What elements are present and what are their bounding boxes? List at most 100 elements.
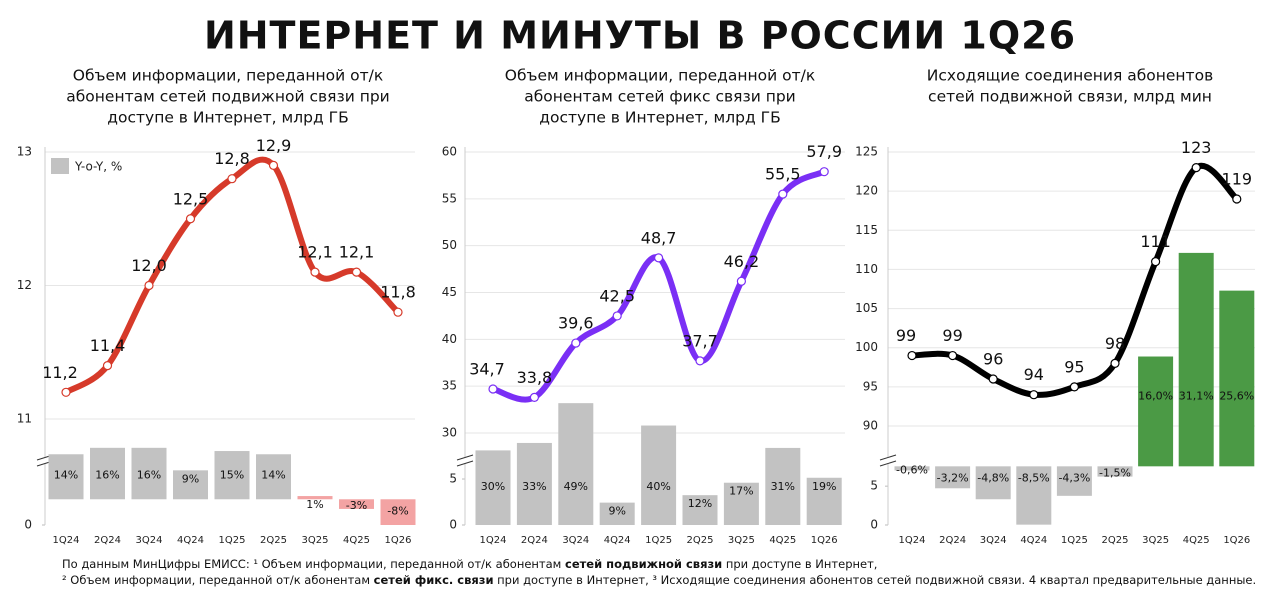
- chart-title: доступе в Интернет, млрд ГБ: [539, 109, 780, 127]
- footnote-part: сетей подвижной связи: [565, 557, 722, 571]
- x-tick-label: 1Q25: [1061, 535, 1088, 546]
- point: [268, 160, 279, 170]
- point-label: 11,8: [380, 283, 416, 302]
- y-tick-label: 100: [855, 340, 878, 354]
- line: [63, 156, 401, 396]
- x-tick-label: 4Q24: [604, 535, 631, 546]
- x-tick-label: 2Q25: [260, 535, 287, 546]
- x-tick-label: 1Q26: [811, 535, 838, 546]
- bar-label: 9%: [182, 472, 199, 485]
- x-tick-label: 1Q24: [480, 535, 507, 546]
- point: [778, 189, 788, 199]
- footnote-part: ² Объем информации, переданной от/к абон…: [62, 573, 374, 587]
- y-tick-label: 35: [442, 379, 457, 393]
- footnote-part: при доступе в Интернет, ³ Исходящие соед…: [494, 573, 1257, 587]
- point-label: 34,7: [469, 359, 505, 378]
- point-label: 11,4: [90, 336, 126, 355]
- axis-break: [880, 457, 896, 464]
- chart-title: Исходящие соединения абонентов: [927, 67, 1213, 85]
- x-tick-label: 4Q25: [343, 535, 370, 546]
- chart-title: Объем информации, переданной от/к: [505, 67, 816, 85]
- point-label: 98: [1105, 334, 1125, 353]
- bar: [256, 454, 291, 500]
- point: [61, 387, 71, 397]
- x-tick-label: 2Q25: [687, 535, 714, 546]
- bar: [806, 477, 842, 525]
- point: [819, 167, 829, 177]
- y-tick-label: 90: [863, 419, 878, 433]
- point-label: 12,1: [297, 243, 333, 262]
- x-tick-label: 2Q24: [521, 535, 548, 546]
- point: [1029, 390, 1039, 400]
- point-label: 37,7: [682, 331, 718, 350]
- point: [695, 356, 705, 366]
- footnote-part: сетей фикс. связи: [374, 573, 494, 587]
- x-tick-label: 3Q25: [1142, 535, 1169, 546]
- y2-tick-label: 0: [24, 518, 32, 532]
- chart-title: абонентам сетей подвижной связи при: [66, 88, 390, 106]
- point-label: 46,2: [724, 252, 760, 271]
- point: [612, 311, 622, 321]
- footnote-part: при доступе в Интернет,: [722, 557, 877, 571]
- bar-label: 33%: [522, 480, 546, 493]
- y2-tick-label: 0: [870, 518, 878, 532]
- bar-label: 49%: [564, 480, 588, 493]
- y2-tick-label: 0: [449, 518, 457, 532]
- bar: [1219, 290, 1255, 467]
- point: [571, 338, 581, 348]
- point-label: 12,9: [256, 136, 292, 155]
- chart-title: Объем информации, переданной от/к: [73, 67, 384, 85]
- x-tick-label: 1Q25: [219, 535, 246, 546]
- point: [1110, 358, 1120, 368]
- point: [393, 307, 403, 317]
- bar: [1016, 466, 1052, 525]
- chart-title: сетей подвижной связи, млрд мин: [928, 88, 1212, 106]
- axis-break-mark: [879, 460, 897, 467]
- x-tick-label: 1Q26: [385, 535, 412, 546]
- point-label: 48,7: [641, 228, 677, 247]
- y-tick-label: 115: [855, 223, 878, 237]
- point-label: 123: [1181, 138, 1212, 157]
- point: [907, 350, 917, 361]
- bar: [682, 495, 718, 525]
- y-tick-label: 95: [863, 379, 878, 393]
- x-tick-label: 2Q25: [1102, 535, 1129, 546]
- bar: [90, 447, 125, 500]
- bar: [599, 502, 635, 525]
- point-label: 12,5: [173, 189, 209, 208]
- bar-label: 15%: [220, 468, 244, 481]
- bar: [380, 499, 416, 525]
- x-tick-label: 2Q24: [94, 535, 121, 546]
- footnote: По данным МинЦифры ЕМИСС: ¹ Объем информ…: [62, 557, 877, 571]
- bar: [1097, 466, 1133, 477]
- bar: [894, 466, 930, 471]
- y-tick-label: 11: [17, 412, 32, 426]
- y-tick-label: 45: [442, 285, 457, 299]
- bar-label: -8,5%: [1018, 471, 1050, 484]
- point-label: 55,5: [765, 165, 801, 184]
- y-tick-label: 105: [855, 301, 878, 315]
- point-label: 12,0: [131, 256, 167, 275]
- bar-label: 17%: [729, 485, 753, 498]
- y-tick-label: 13: [17, 145, 32, 159]
- point-label: 12,8: [214, 149, 250, 168]
- chart-title: абонентам сетей фикс связи при: [524, 88, 796, 106]
- x-tick-label: 3Q25: [302, 535, 329, 546]
- x-tick-label: 4Q24: [177, 535, 204, 546]
- x-tick-label: 2Q24: [939, 535, 966, 546]
- bar: [723, 482, 759, 525]
- bar-label: 19%: [812, 480, 836, 493]
- point: [144, 280, 154, 291]
- bar: [131, 447, 167, 500]
- bar-label: 31,1%: [1179, 389, 1214, 402]
- point: [1191, 163, 1201, 173]
- bar: [339, 499, 374, 509]
- point: [488, 384, 498, 394]
- bar-label: 30%: [481, 480, 505, 493]
- y-tick-label: 120: [855, 184, 878, 198]
- point: [102, 361, 113, 371]
- bar: [516, 442, 552, 525]
- bar: [214, 451, 250, 500]
- bar-label: -3%: [346, 499, 367, 512]
